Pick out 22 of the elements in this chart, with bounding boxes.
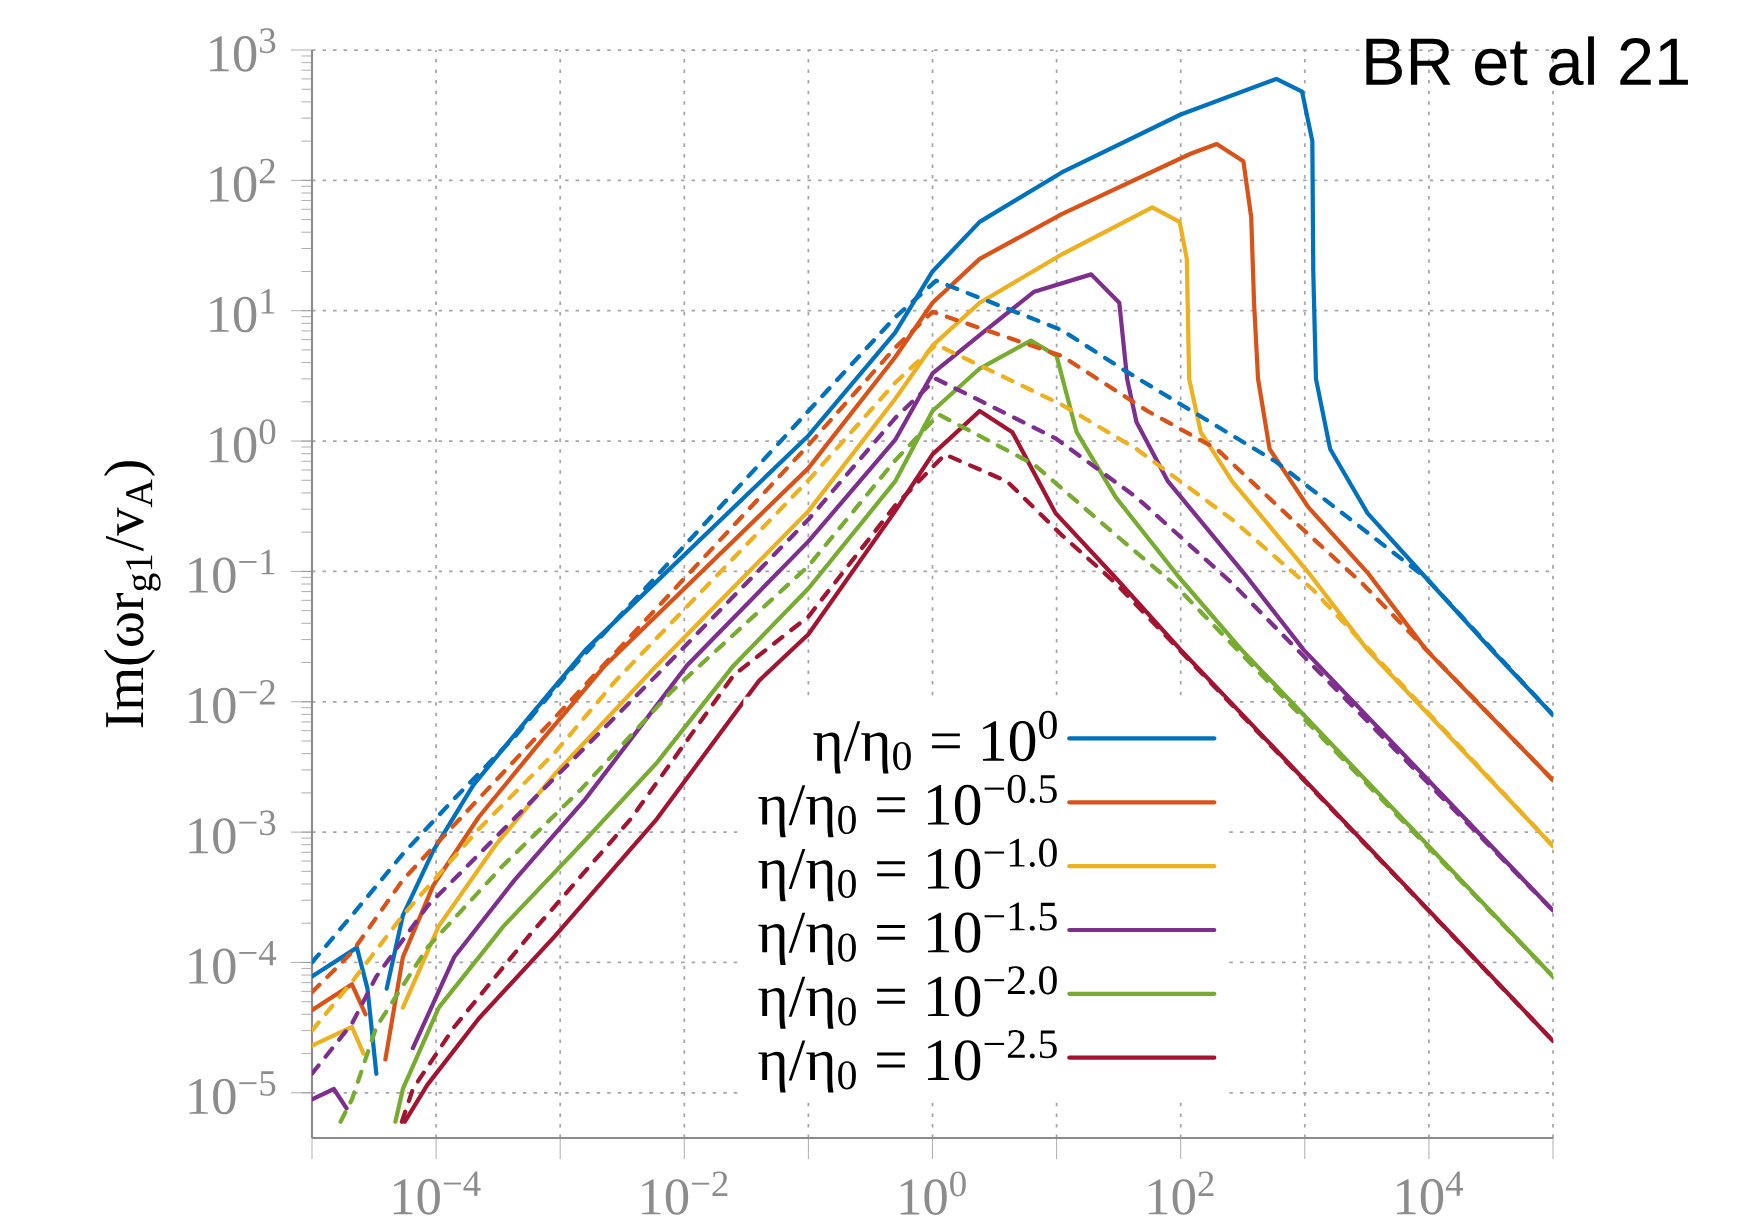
x-tick-label: 10$^{0}$ <box>900 1171 966 1215</box>
x-tick-label: 10$^{−4}$ <box>393 1171 481 1215</box>
legend-label: η/η$_{0}$ = 10$^{−2.5}$ <box>758 1030 1057 1093</box>
y-tick-label: 10$^{−1}$ <box>189 549 275 594</box>
y-tick-label: 10$^{2}$ <box>210 158 275 202</box>
x-tick-label: 10$^{2}$ <box>1148 1171 1214 1215</box>
y-tick-label: 10$^{1}$ <box>210 289 275 333</box>
legend-label: η/η$_{0}$ = 10$^{−0.5}$ <box>758 774 1057 838</box>
legend-label: η/η$_{0}$ = 10$^{−1.5}$ <box>758 902 1057 965</box>
y-tick-label: 10$^{0}$ <box>210 419 276 463</box>
y-tick-label: 10$^{−3}$ <box>189 810 276 854</box>
legend-label: η/η$_{0}$ = 10$^{0}$ <box>813 710 1057 774</box>
y-tick-label: 10$^{−5}$ <box>189 1071 276 1115</box>
y-tick-label: 10$^{−4}$ <box>189 940 277 985</box>
legend-label: η/η$_{0}$ = 10$^{−1.0}$ <box>758 838 1057 902</box>
annotation: BR et al 21 <box>1366 36 1688 86</box>
y-tick-label: 10$^{−2}$ <box>189 680 275 724</box>
legend-label: η/η$_{0}$ = 10$^{−2.0}$ <box>758 966 1057 1029</box>
y-tick-label: 10$^{3}$ <box>210 28 276 72</box>
y-axis-title: Im(ωr$_{g1}$/v$_{A}$) <box>103 461 161 728</box>
x-tick-label: 10$^{4}$ <box>1397 1171 1464 1215</box>
x-tick-label: 10$^{−2}$ <box>642 1171 728 1215</box>
